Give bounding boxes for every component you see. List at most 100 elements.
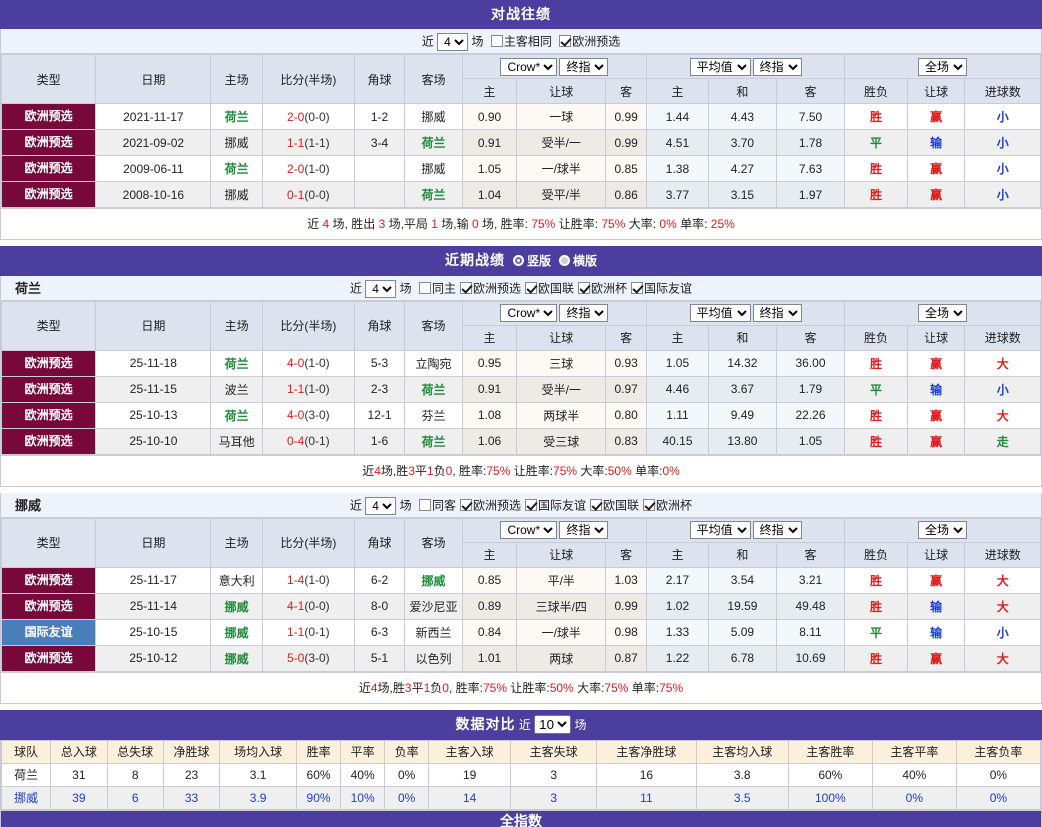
horizontal-view-radio[interactable] [559,255,570,267]
handicap-line: 平/半 [516,566,607,594]
home-oddstype2-select[interactable]: 终指 [752,304,802,323]
table-row[interactable]: 欧洲预选 25-10-12 挪威 5-0(3-0) 5-1 以色列 1.01 两球 0.87 1.… [0,644,1041,672]
euro-draw-odds: 13.80 [707,427,777,455]
league-tag-checkbox[interactable] [525,498,538,511]
h2h-oddstype-select[interactable]: 终指 [559,57,609,76]
league-tag-checkbox[interactable] [525,281,538,294]
euro-away-odds: 7.63 [775,155,846,183]
vertical-view-radio[interactable] [512,255,524,267]
table-row[interactable]: 欧洲预选 2009-06-11 荷兰 2-0(1-0) 挪威 1.05 一/球半 0.85 1.… [0,155,1041,183]
away-oddstype2-select[interactable]: 终指 [752,521,802,540]
away-col-away: 客场 [404,517,463,568]
away-avg-select[interactable]: 平均值 [689,521,751,540]
comparison-value: 39 [50,785,108,810]
h2h-col-away: 客场 [404,54,463,105]
home-company-select[interactable]: Crow* [500,304,558,323]
table-row[interactable]: 欧洲预选 25-11-15 波兰 1-1(1-0) 2-3 荷兰 0.91 受半/一 0.97 4… [0,375,1041,403]
euro-home-odds: 1.33 [646,618,709,646]
table-row[interactable]: 欧洲预选 25-10-13 荷兰 4-0(3-0) 12-1 芬兰 1.08 两球半 0.80 1… [0,401,1041,429]
table-row[interactable]: 国际友谊 25-10-15 挪威 1-1(0-1) 6-3 新西兰 0.84 一/球半 0.98… [0,618,1041,646]
table-row[interactable]: 欧洲预选 25-11-18 荷兰 4-0(1-0) 5-3 立陶宛 0.95 三球 0.93 1.… [0,349,1041,377]
home-oddstype-select[interactable]: 终指 [559,304,609,323]
table-row[interactable]: 欧洲预选 25-11-17 意大利 1-4(1-0) 6-2 挪威 0.85 平/半 1.03 2… [0,566,1041,594]
home-col-goals: 进球数 [964,324,1041,351]
league-tag-checkbox[interactable] [460,281,472,294]
table-row[interactable]: 欧洲预选 2008-10-16 挪威 0-1(0-0) 荷兰 1.04 受平/半 0.86 3.… [0,181,1041,209]
away-col-h1: 主 [461,541,518,568]
h2h-handicap-selects: Crow* 终指 [461,54,648,80]
comparison-value: 6 [106,785,164,810]
away-scope-select[interactable]: 全场 [918,521,968,540]
home-handicap-selects: Crow* 终指 [461,300,648,326]
h2h-same-venue-checkbox[interactable] [490,35,503,48]
league-tag-checkbox[interactable] [643,498,656,511]
summary-text: 场,输 [437,217,472,232]
corner-score: 6-2 [353,566,406,594]
league-tag-checkbox[interactable] [590,498,603,511]
h2h-match-count-select[interactable]: 4 [437,33,469,52]
h2h-header-row-1: 类型 日期 主场 比分(半场) 角球 客场 Crow* 终指 平均值 终指 全场 [0,54,1041,105]
h2h-company-select[interactable]: Crow* [500,57,558,76]
away-team: 爱沙尼亚 [404,592,463,620]
league-badge[interactable]: 欧洲预选 [0,427,97,455]
summary-text: 让胜率: [510,463,554,478]
result-goals: 小 [964,103,1041,131]
table-row[interactable]: 欧洲预选 25-11-14 挪威 4-1(0-0) 8-0 爱沙尼亚 0.89 三球半/四 0.… [0,592,1041,620]
away-col-wl: 胜负 [844,541,908,568]
league-badge[interactable]: 欧洲预选 [0,155,97,183]
home-match-count-select[interactable]: 4 [365,279,397,298]
league-badge[interactable]: 欧洲预选 [0,566,97,594]
recent-title-bar: 近期战绩 竖版 横版 [0,246,1042,276]
away-match-count-select[interactable]: 4 [365,496,397,515]
match-score: 1-1(0-1) [261,618,355,646]
euro-away-odds: 1.05 [775,427,846,455]
home-team: 荷兰 [210,349,263,377]
summary-value: 75% [531,217,556,232]
league-badge[interactable]: 国际友谊 [0,618,97,646]
result-handicap: 赢 [906,644,966,672]
horizontal-view-label: 横版 [573,254,598,269]
table-row[interactable]: 欧洲预选 2021-11-17 荷兰 2-0(0-0) 1-2 挪威 0.90 一球 0.99 1… [0,103,1041,131]
league-badge[interactable]: 欧洲预选 [0,129,97,157]
h2h-col-hcp-result: 让球 [906,78,966,105]
league-tag-checkbox[interactable] [460,498,472,511]
h2h-scope-select[interactable]: 全场 [918,57,968,76]
away-same-venue-checkbox[interactable] [418,498,431,511]
summary-value: 75% [486,463,511,478]
comparison-prefix: 近 [518,717,531,732]
match-date: 2009-06-11 [95,155,212,183]
away-team: 荷兰 [404,129,463,157]
euro-away-odds: 10.69 [775,644,846,672]
league-tag-label: 欧国联 [538,281,575,296]
away-company-select[interactable]: Crow* [500,521,558,540]
league-badge[interactable]: 欧洲预选 [0,375,97,403]
h2h-avg-select[interactable]: 平均值 [689,57,751,76]
league-tag-checkbox[interactable] [631,281,644,294]
home-scope-select[interactable]: 全场 [918,304,968,323]
league-badge[interactable]: 欧洲预选 [0,103,97,131]
league-badge[interactable]: 欧洲预选 [0,401,97,429]
handicap-line: 三球 [516,349,607,377]
summary-text: 场,平局 [385,217,432,232]
h2h-oddstype2-select[interactable]: 终指 [752,57,802,76]
comparison-count-select[interactable]: 10 [534,714,572,734]
euro-away-odds: 1.79 [775,375,846,403]
league-badge[interactable]: 欧洲预选 [0,349,97,377]
summary-value: 0% [662,463,680,478]
league-tag-checkbox[interactable] [578,281,591,294]
league-badge[interactable]: 欧洲预选 [0,181,97,209]
comparison-value: 0% [384,762,430,787]
comparison-value: 3.9 [219,785,298,810]
table-row[interactable]: 欧洲预选 25-10-10 马耳他 0-4(0-1) 1-6 荷兰 1.06 受三球 0.83 4… [0,427,1041,455]
away-oddstype-select[interactable]: 终指 [559,521,609,540]
home-team: 挪威 [210,129,263,157]
league-badge[interactable]: 欧洲预选 [0,592,97,620]
home-avg-select[interactable]: 平均值 [689,304,751,323]
result-handicap: 赢 [906,401,966,429]
home-same-venue-checkbox[interactable] [418,281,431,294]
table-row[interactable]: 欧洲预选 2021-09-02 挪威 1-1(1-1) 3-4 荷兰 0.91 受半/一 0.9… [0,129,1041,157]
comparison-value: 40% [871,762,957,787]
corner-score: 1-2 [353,103,406,131]
league-badge[interactable]: 欧洲预选 [0,644,97,672]
h2h-league-checkbox[interactable] [559,35,572,48]
